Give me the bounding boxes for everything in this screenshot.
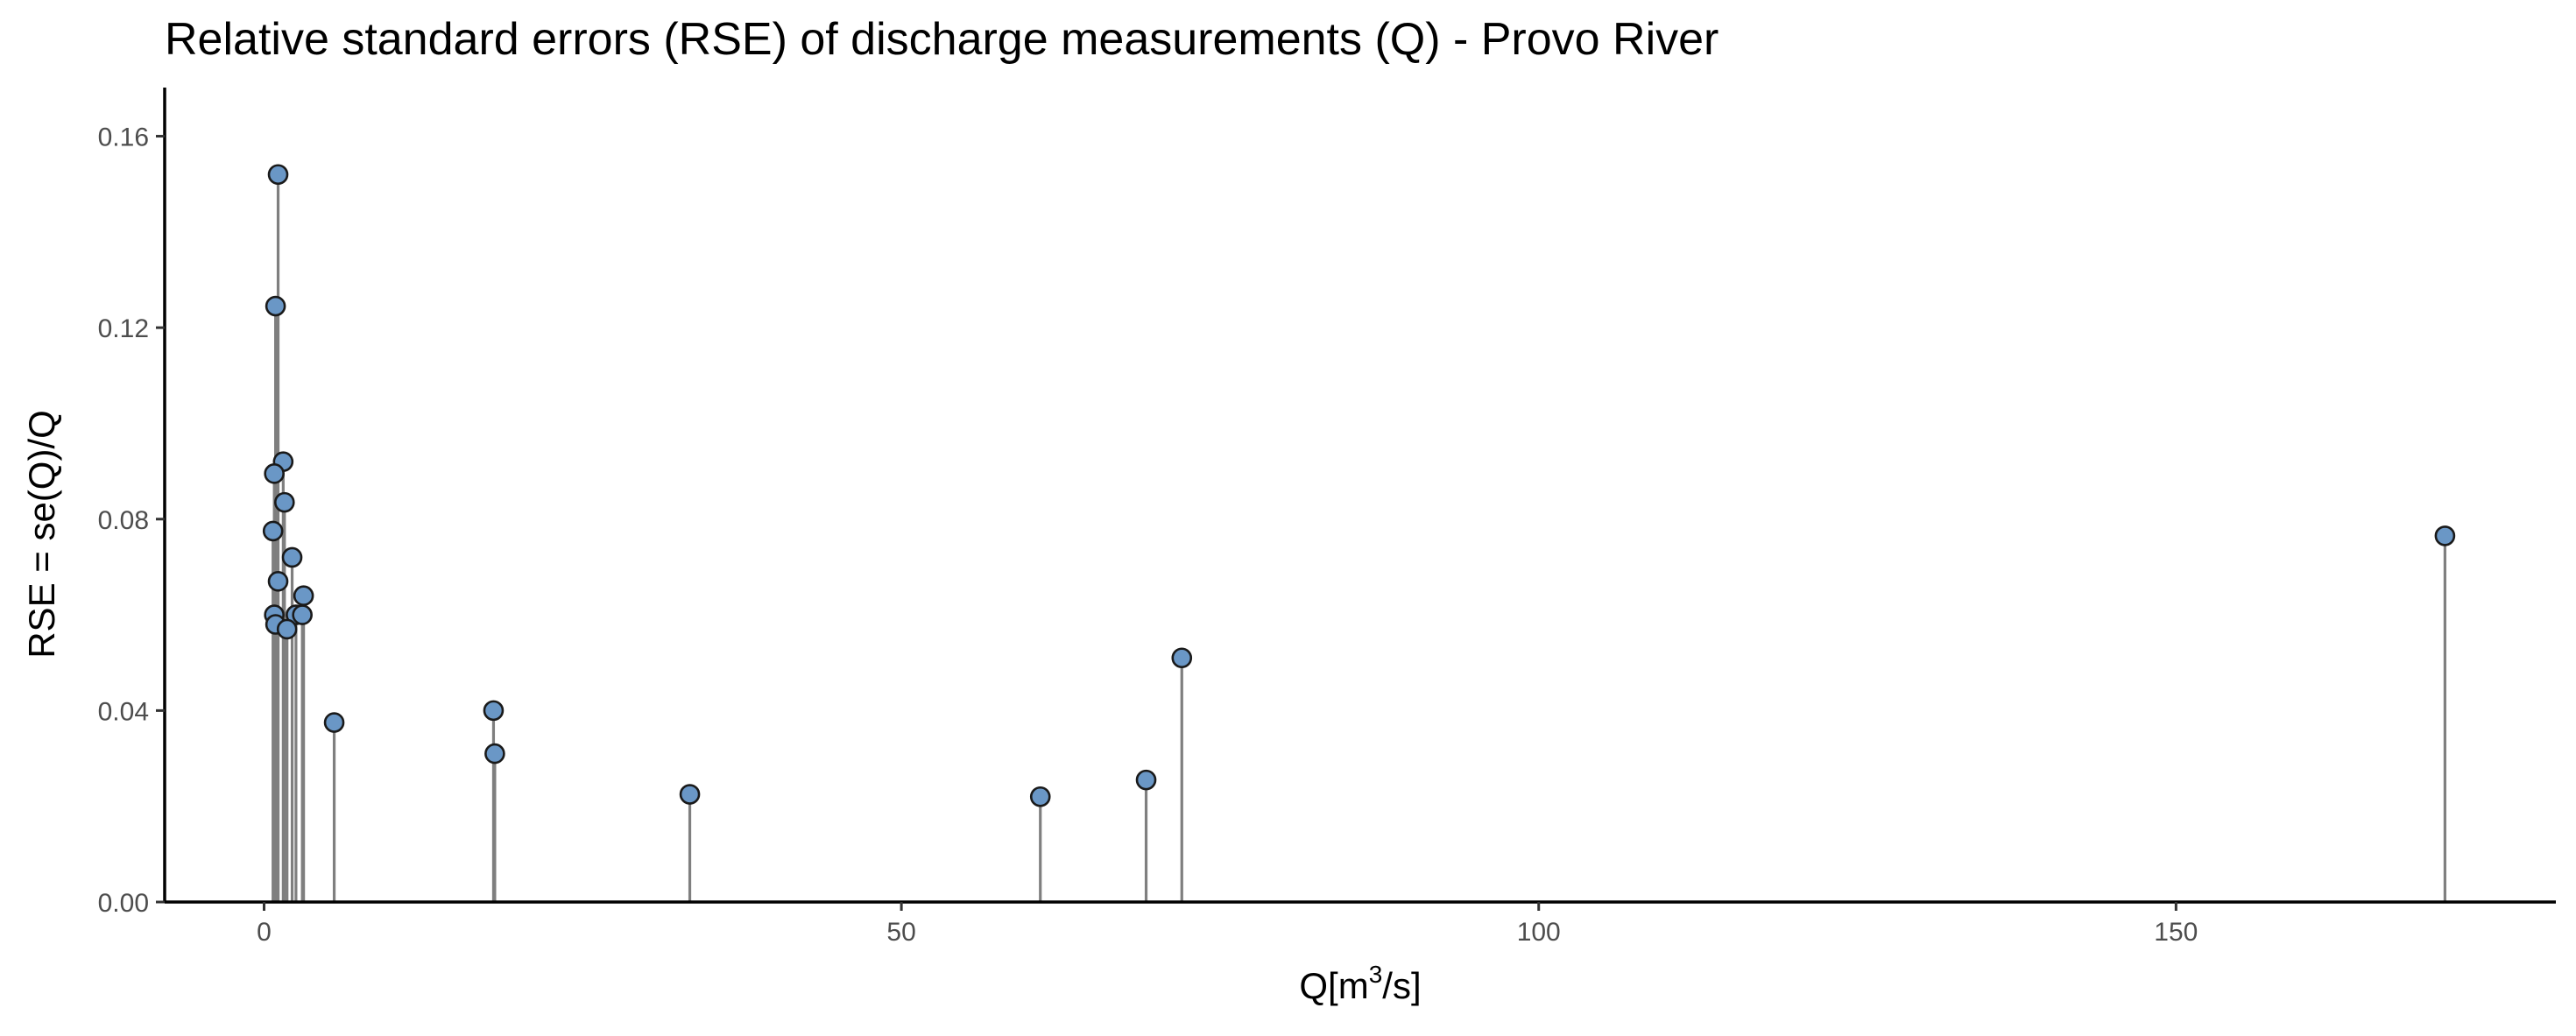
x-tick-label: 0	[257, 918, 272, 947]
x-axis-title: Q[m3/s]	[1299, 961, 1421, 1006]
x-axis-title-prefix: Q[m	[1299, 965, 1368, 1006]
points-layer	[262, 164, 2456, 807]
data-point-22	[2434, 525, 2456, 546]
data-point-19	[1029, 786, 1051, 807]
y-tick-label: 0.00	[98, 889, 149, 918]
data-point-4	[264, 463, 285, 484]
data-point-21	[1171, 647, 1193, 669]
data-point-1	[267, 164, 289, 186]
data-point-20	[1135, 769, 1157, 791]
data-point-16	[483, 700, 505, 722]
stems-layer	[272, 174, 2446, 902]
y-tick-label: 0.16	[98, 123, 149, 152]
data-point-11	[292, 604, 313, 625]
x-tick-label: 100	[1517, 918, 1561, 947]
data-point-15	[323, 712, 345, 733]
data-point-8	[267, 571, 289, 592]
data-point-6	[262, 520, 284, 542]
data-point-17	[484, 743, 505, 765]
data-point-14	[276, 618, 298, 640]
data-point-5	[273, 491, 295, 513]
y-tick-label: 0.12	[98, 314, 149, 343]
x-tick-label: 150	[2154, 918, 2198, 947]
y-axis-ticks: 0.00 0.04 0.08 0.12 0.16	[98, 123, 165, 918]
y-tick-label: 0.08	[98, 506, 149, 535]
y-axis-title: RSE = se(Q)/Q	[21, 410, 62, 659]
y-tick-label: 0.04	[98, 697, 149, 726]
x-tick-label: 50	[886, 918, 915, 947]
chart-title: Relative standard errors (RSE) of discha…	[165, 14, 1719, 65]
data-point-7	[281, 546, 303, 568]
x-axis-title-suffix: /s]	[1382, 965, 1421, 1006]
data-point-9	[293, 585, 314, 607]
x-axis-title-superscript: 3	[1369, 961, 1383, 988]
data-point-2	[265, 295, 286, 317]
data-point-18	[679, 784, 701, 805]
x-axis-ticks: 0 50 100 150	[257, 902, 2198, 947]
